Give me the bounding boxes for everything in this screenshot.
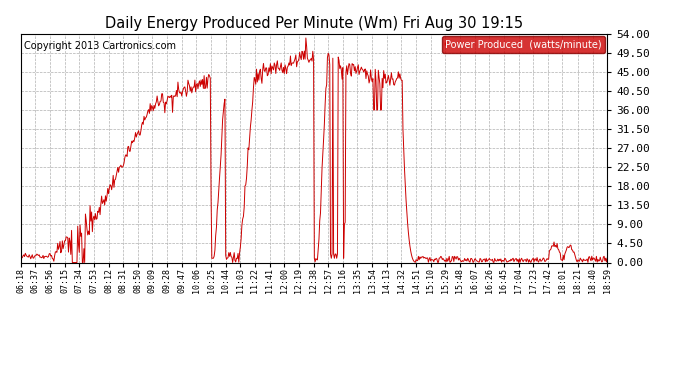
Title: Daily Energy Produced Per Minute (Wm) Fri Aug 30 19:15: Daily Energy Produced Per Minute (Wm) Fr…	[105, 16, 523, 31]
Legend: Power Produced  (watts/minute): Power Produced (watts/minute)	[442, 36, 605, 52]
Text: Copyright 2013 Cartronics.com: Copyright 2013 Cartronics.com	[23, 40, 176, 51]
